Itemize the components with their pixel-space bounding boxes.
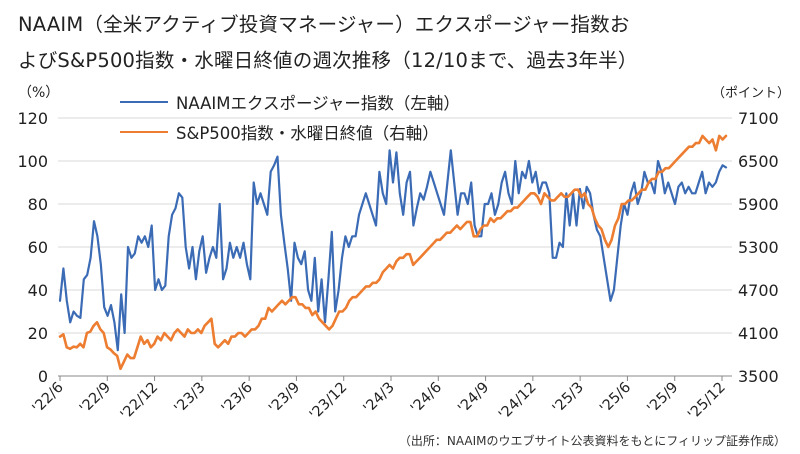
right-axis-unit: （ポイント） [711, 86, 790, 101]
chart-title-line-1: NAAIM（全米アクティブ投資マネージャー）エクスポージャー指数お [18, 13, 630, 36]
left-axis-unit: （%） [18, 85, 60, 101]
series-line-sp500 [58, 134, 728, 371]
right-tick-label: 5900 [738, 195, 779, 214]
left-tick-label: 40 [28, 281, 48, 300]
legend-swatch-sp500 [120, 131, 168, 133]
left-tick-label: 100 [17, 152, 48, 171]
x-tick-label: '24/6 [408, 380, 445, 417]
x-tick-label: '25/12 [685, 380, 729, 424]
left-tick-label: 20 [28, 324, 48, 343]
legend-entry-naaim: NAAIMエクスポージャー指数（左軸） [120, 90, 460, 114]
x-tick-label: '24/12 [496, 380, 540, 424]
x-tick-label: '24/9 [455, 380, 492, 417]
x-tick-label: '23/9 [266, 380, 303, 417]
legend-entry-sp500: S&P500指数・水曜日終値（右軸） [120, 120, 439, 144]
left-tick-label: 60 [28, 238, 48, 257]
x-tick-label: '22/12 [118, 380, 162, 424]
legend-label-naaim: NAAIMエクスポージャー指数（左軸） [176, 94, 460, 113]
legend-swatch-naaim [120, 101, 168, 103]
legend-label-sp500: S&P500指数・水曜日終値（右軸） [176, 124, 439, 143]
chart-title-line-2: よびS&P500指数・水曜日終値の週次推移（12/10まで、過去3年半） [18, 49, 638, 72]
x-tick-label: '23/12 [307, 380, 351, 424]
right-tick-label: 5300 [738, 238, 779, 257]
right-tick-label: 4100 [738, 324, 779, 343]
x-tick-label: '22/6 [30, 380, 67, 417]
right-tick-label: 4700 [738, 281, 779, 300]
x-tick-label: '25/3 [550, 380, 587, 417]
left-tick-label: 0 [38, 367, 48, 386]
right-tick-label: 6500 [738, 152, 779, 171]
x-tick-label: '24/3 [361, 380, 398, 417]
x-tick-label: '25/9 [644, 380, 681, 417]
x-tick-label: '23/6 [219, 380, 256, 417]
x-tick-label: '25/6 [597, 380, 634, 417]
left-tick-label: 80 [28, 195, 48, 214]
right-tick-label: 3500 [738, 367, 779, 386]
x-tick-label: '22/9 [77, 380, 114, 417]
series-line-naaim [58, 149, 728, 352]
source-note: （出所：NAAIMのウエブサイト公表資料をもとにフィリップ証券作成） [398, 434, 786, 448]
right-tick-label: 7100 [738, 109, 779, 128]
left-tick-label: 120 [17, 109, 48, 128]
x-tick-label: '23/3 [172, 380, 209, 417]
